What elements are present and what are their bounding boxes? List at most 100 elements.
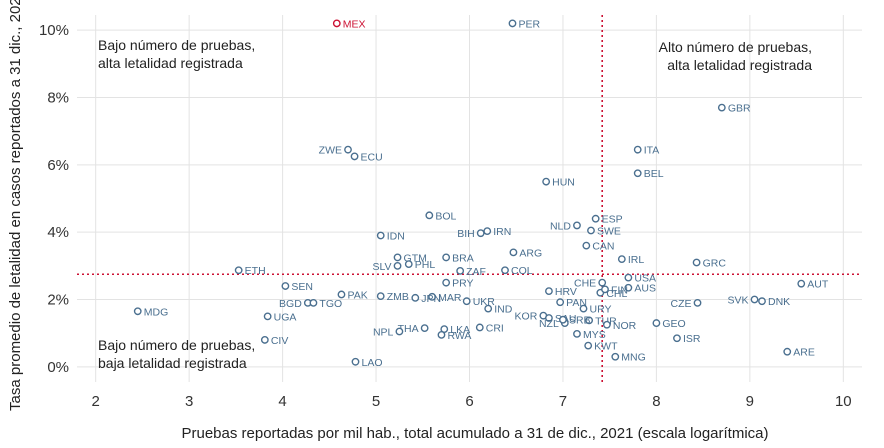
point-zaf (456, 266, 465, 275)
point-label-irl: IRL (628, 254, 645, 266)
point-label-mys: MYS (583, 329, 606, 341)
point-label-pak: PAK (347, 289, 367, 301)
point-label-grc: GRC (703, 257, 727, 269)
point-label-jpn: JPN (421, 293, 441, 305)
point-label-cze: CZE (671, 298, 692, 310)
point-npl (395, 327, 404, 336)
point-label-bih: BIH (457, 228, 475, 240)
point-label-can: CAN (592, 241, 614, 253)
point-tgo (309, 298, 318, 307)
point-fin (601, 285, 609, 294)
point-hrv (545, 287, 553, 295)
point-kwt (584, 341, 593, 350)
point-label-cri: CRI (486, 322, 504, 334)
point-uga (263, 312, 272, 321)
x-tick-label: 9 (746, 393, 754, 410)
point-lao (351, 357, 360, 366)
point-isr (673, 334, 681, 343)
y-tick-label: 0% (47, 359, 69, 376)
point-pan (556, 298, 565, 307)
x-axis-ticks: 2 3 4 5 6 7 8 9 10 (92, 393, 852, 410)
point-label-aut: AUT (807, 279, 829, 291)
point-tur (585, 316, 594, 325)
point-aus (624, 283, 633, 292)
point-label-ecu: ECU (361, 151, 383, 163)
y-tick-label: 6% (47, 157, 69, 174)
point-pak (337, 290, 346, 299)
point-dnk (758, 297, 766, 306)
x-axis-title: Pruebas reportadas por mil hab., total a… (182, 425, 769, 442)
point-cze (693, 298, 702, 307)
point-civ (260, 336, 269, 344)
point-label-ita: ITA (644, 145, 660, 157)
point-label-gbr: GBR (728, 103, 751, 115)
point-label-geo: GEO (662, 318, 685, 330)
x-tick-label: 8 (652, 393, 660, 410)
point-label-mex: MEX (343, 18, 366, 30)
point-usa (624, 273, 633, 282)
point-label-zwe: ZWE (319, 145, 342, 157)
point-svk (750, 295, 759, 304)
x-tick-label: 5 (372, 393, 380, 410)
x-tick-label: 3 (185, 393, 193, 410)
point-label-npl: NPL (373, 326, 394, 338)
point-nor (602, 320, 611, 329)
point-ecu (350, 152, 359, 161)
point-mdg (133, 307, 142, 316)
data-points: MEX PER GBR ZWE ECU ITA BEL HUN BOL ESP NLD SWE BIH I… (133, 18, 829, 369)
point-mar (428, 292, 437, 301)
point-label-eth: ETH (245, 265, 266, 277)
point-idn (376, 231, 385, 240)
quadrant-label-bl: Bajo número de pruebas, (98, 337, 255, 353)
point-bra (442, 253, 451, 262)
y-axis-title: Tasa promedio de letalidad en casos repo… (7, 0, 24, 411)
point-srb (559, 315, 567, 324)
point-label-hrv: HRV (555, 286, 577, 298)
reference-lines (77, 15, 862, 382)
point-pry (442, 278, 451, 287)
point-ita (633, 145, 642, 154)
x-tick-label: 10 (835, 393, 852, 410)
point-label-aus: AUS (634, 283, 656, 295)
point-are (783, 347, 792, 356)
point-label-bra: BRA (452, 252, 474, 264)
point-label-are: ARE (793, 347, 815, 359)
point-label-dnk: DNK (768, 296, 790, 308)
point-can (582, 241, 591, 250)
point-label-hun: HUN (552, 177, 575, 189)
y-tick-label: 4% (47, 224, 69, 241)
point-label-pry: PRY (452, 278, 473, 290)
point-label-esp: ESP (602, 214, 623, 226)
point-label-swe: SWE (597, 225, 621, 237)
point-label-lao: LAO (361, 357, 382, 369)
point-label-mdg: MDG (144, 306, 169, 318)
point-mng (611, 352, 620, 361)
point-esp (591, 214, 600, 223)
point-zwe (344, 145, 352, 154)
point-rwa (437, 330, 446, 339)
point-ind (484, 304, 493, 313)
grid-lines (77, 15, 862, 382)
point-ury (579, 304, 588, 313)
point-gtm (393, 253, 402, 262)
x-tick-label: 2 (92, 393, 100, 410)
quadrant-label-tr: alta letalidad registrada (667, 57, 812, 73)
point-label-kor: KOR (515, 311, 538, 323)
quadrant-labels: Bajo número de pruebas, alta letalidad re… (98, 37, 812, 371)
point-cri (475, 323, 484, 332)
point-label-per: PER (518, 18, 540, 30)
point-label-bel: BEL (644, 168, 664, 180)
point-label-mng: MNG (621, 352, 646, 364)
point-label-irn: IRN (493, 226, 511, 238)
x-tick-label: 6 (465, 393, 473, 410)
point-label-srb: SRB (569, 315, 591, 327)
point-label-kwt: KWT (594, 341, 618, 353)
point-label-zaf: ZAF (466, 266, 486, 278)
point-swe (587, 226, 595, 235)
point-sau (545, 314, 553, 322)
point-hun (542, 177, 551, 186)
point-col (501, 266, 509, 275)
point-label-isr: ISR (683, 333, 701, 345)
point-nld (573, 221, 581, 230)
